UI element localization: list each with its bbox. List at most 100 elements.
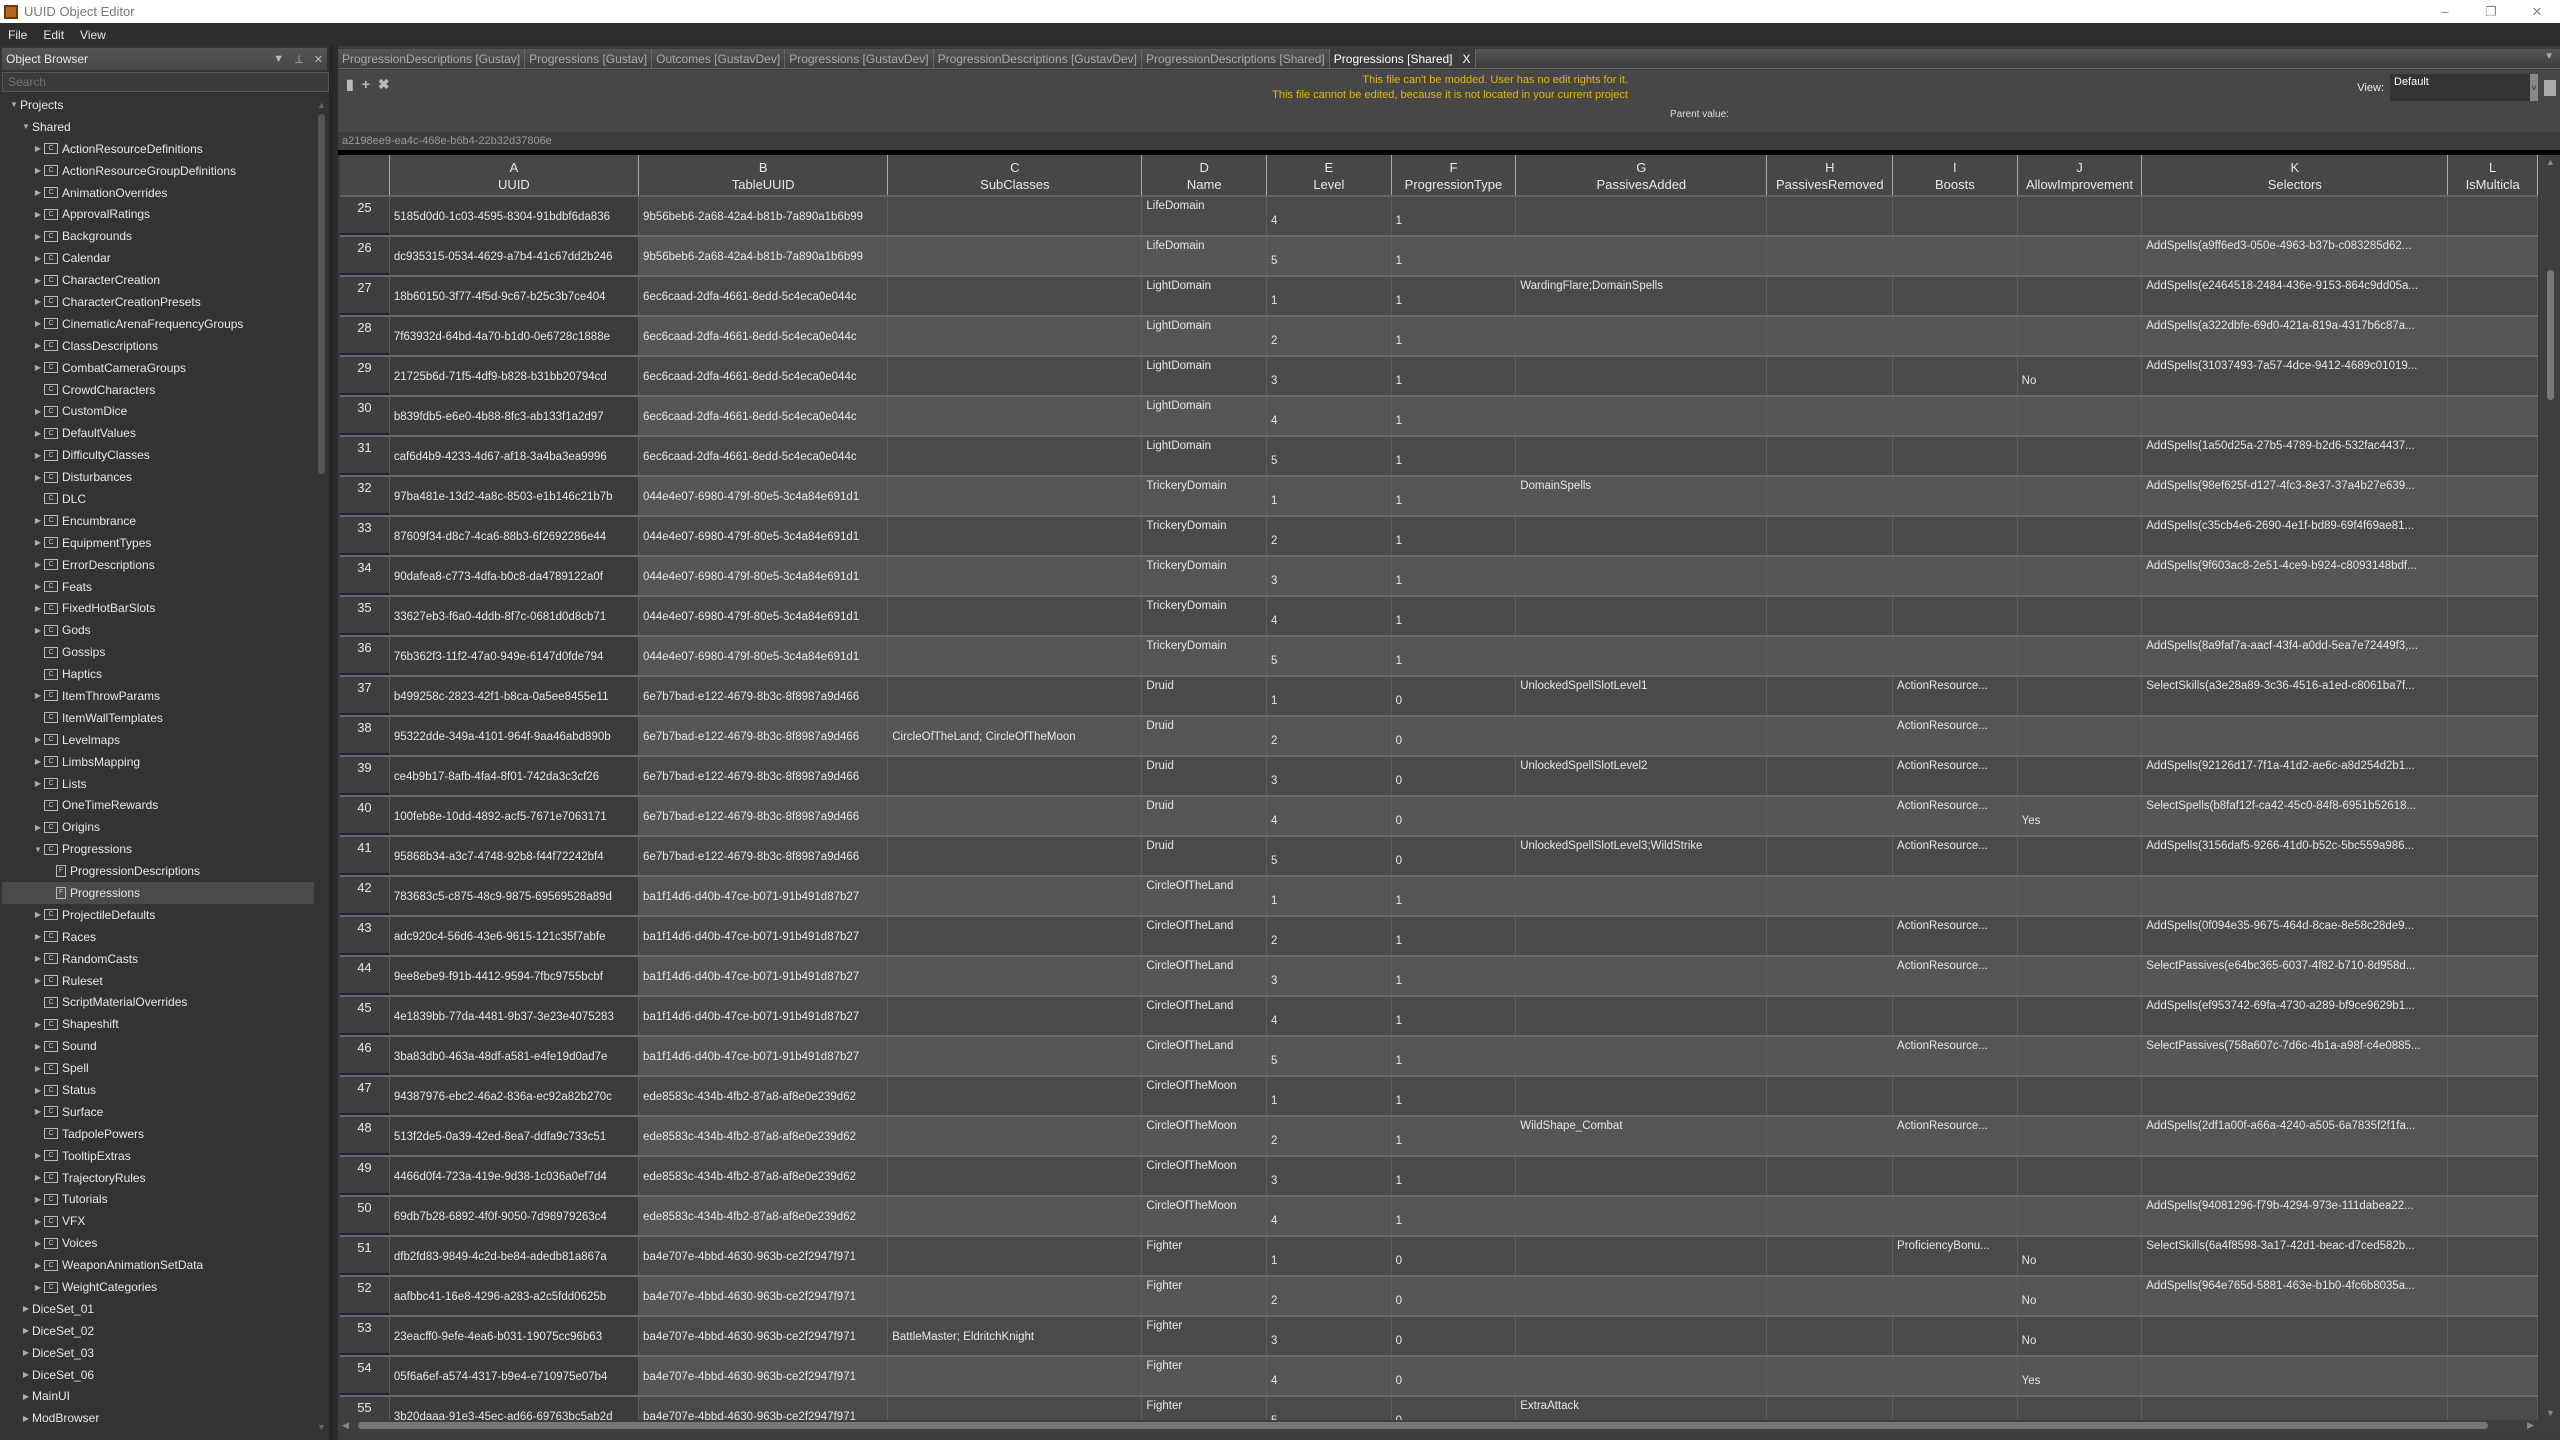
cell-passivesremoved[interactable] (1767, 557, 1894, 595)
cell-tableuuid[interactable]: ede8583c-434b-4fb2-87a8-af8e0e239d62 (639, 1197, 889, 1235)
cell-progressiontype[interactable]: 0 (1392, 757, 1517, 795)
cell-passivesremoved[interactable] (1767, 1317, 1894, 1355)
cell-tableuuid[interactable]: ba1f14d6-d40b-47ce-b071-91b491d87b27 (639, 1037, 889, 1075)
cell-passivesremoved[interactable] (1767, 637, 1894, 675)
pin-icon[interactable]: ⊥ (294, 53, 304, 66)
collapsed-arrow-icon[interactable]: ▶ (34, 472, 42, 482)
tree-item[interactable]: ▶ C Surface (2, 1101, 314, 1123)
cell-boosts[interactable]: ActionResource... (1893, 837, 2018, 875)
cell-name[interactable]: CircleOfTheLand (1142, 917, 1268, 955)
column-header-A[interactable]: A UUID (390, 155, 640, 195)
tree-item[interactable]: C TadpolePowers (2, 1123, 314, 1145)
row-number[interactable]: 51 (340, 1237, 390, 1275)
expanded-arrow-icon[interactable]: ▼ (34, 844, 42, 854)
tree-item[interactable]: ▶ C Tutorials (2, 1189, 314, 1211)
tree-item[interactable]: ▶ C Backgrounds (2, 225, 314, 247)
vertical-scrollbar[interactable]: ▲ ▼ (2540, 155, 2560, 1420)
cell-progressiontype[interactable]: 0 (1392, 1357, 1517, 1395)
cell-ismulticla[interactable] (2448, 397, 2538, 435)
tree-item[interactable]: ▶ C VFX (2, 1210, 314, 1232)
collapsed-arrow-icon[interactable]: ▶ (34, 1085, 42, 1095)
cell-allowimprovement[interactable] (2018, 677, 2143, 715)
table-row[interactable]: 32 97ba481e-13d2-4a8c-8503-e1b146c21b7b 04… (340, 477, 2538, 517)
cell-passivesadded[interactable] (1516, 1157, 1768, 1195)
cell-selectors[interactable]: AddSpells(9f603ac8-2e51-4ce9-b924-c80931… (2142, 557, 2449, 595)
cell-boosts[interactable] (1893, 477, 2018, 515)
cell-level[interactable]: 2 (1267, 917, 1392, 955)
table-row[interactable]: 41 95868b34-a3c7-4748-92b8-f44f72242bf4 6e… (340, 837, 2538, 877)
cell-passivesremoved[interactable] (1767, 317, 1894, 355)
cell-allowimprovement[interactable] (2018, 1117, 2143, 1155)
cell-progressiontype[interactable]: 1 (1392, 917, 1517, 955)
cell-level[interactable]: 5 (1267, 1037, 1392, 1075)
cell-allowimprovement[interactable] (2018, 1397, 2143, 1420)
cell-ismulticla[interactable] (2448, 1277, 2538, 1315)
cell-tableuuid[interactable]: ba4e707e-4bbd-4630-963b-ce2f2947f971 (639, 1317, 889, 1355)
cell-uuid[interactable]: adc920c4-56d6-43e6-9615-121c35f7abfe (389, 917, 640, 955)
cell-passivesadded[interactable] (1516, 517, 1768, 555)
cell-subclasses[interactable] (888, 237, 1143, 275)
collapsed-arrow-icon[interactable]: ▶ (34, 560, 42, 570)
cell-name[interactable]: CircleOfTheMoon (1142, 1197, 1268, 1235)
tree-item[interactable]: ▶ DiceSet_02 (2, 1320, 314, 1342)
cell-tableuuid[interactable]: 044e4e07-6980-479f-80e5-3c4a84e691d1 (639, 597, 889, 635)
collapsed-arrow-icon[interactable]: ▶ (22, 1413, 30, 1423)
cell-passivesadded[interactable] (1516, 1077, 1768, 1115)
cell-passivesadded[interactable] (1516, 197, 1768, 235)
cell-tableuuid[interactable]: 9b56beb6-2a68-42a4-b81b-7a890a1b6b99 (639, 237, 889, 275)
cell-selectors[interactable]: SelectSpells(b8faf12f-ca42-45c0-84f8-695… (2142, 797, 2449, 835)
cell-subclasses[interactable] (888, 437, 1143, 475)
cell-selectors[interactable] (2142, 1357, 2449, 1395)
cell-ismulticla[interactable] (2448, 717, 2538, 755)
cell-uuid[interactable]: 3b20daaa-91e3-45ec-ad66-69763bc5ab2d (389, 1397, 640, 1420)
cell-tableuuid[interactable]: 6e7b7bad-e122-4679-8b3c-8f8987a9d466 (639, 757, 889, 795)
collapsed-arrow-icon[interactable]: ▶ (34, 1019, 42, 1029)
cell-subclasses[interactable] (888, 277, 1143, 315)
tree-item[interactable]: ▶ C TooltipExtras (2, 1145, 314, 1167)
cell-uuid[interactable]: b839fdb5-e6e0-4b88-8fc3-ab133f1a2d97 (389, 397, 640, 435)
table-row[interactable]: 51 dfb2fd83-9849-4c2d-be84-adedb81a867a ba… (340, 1237, 2538, 1277)
cell-passivesremoved[interactable] (1767, 757, 1894, 795)
cell-uuid[interactable]: 23eacff0-9efe-4ea6-b031-19075cc96b63 (389, 1317, 640, 1355)
menu-file[interactable]: File (8, 27, 28, 42)
cell-passivesremoved[interactable] (1767, 357, 1894, 395)
cell-level[interactable]: 4 (1267, 1357, 1392, 1395)
table-row[interactable]: 42 783683c5-c875-48c9-9875-69569528a89d ba… (340, 877, 2538, 917)
cell-subclasses[interactable] (888, 1237, 1143, 1275)
scrollbar-thumb[interactable] (2547, 270, 2554, 400)
tree-item[interactable]: ▶ C Origins (2, 816, 314, 838)
column-header-D[interactable]: D Name (1142, 155, 1268, 195)
row-number[interactable]: 37 (340, 677, 390, 715)
tree-item[interactable]: C CrowdCharacters (2, 379, 314, 401)
cell-level[interactable]: 3 (1267, 1317, 1392, 1355)
tree-item[interactable]: ▶ C ProjectileDefaults (2, 904, 314, 926)
table-row[interactable]: 35 33627eb3-f6a0-4ddb-8f7c-0681d0d8cb71 04… (340, 597, 2538, 637)
tree-item[interactable]: ▶ C ErrorDescriptions (2, 554, 314, 576)
cell-selectors[interactable] (2142, 1397, 2449, 1420)
cell-uuid[interactable]: 4466d0f4-723a-419e-9d38-1c036a0ef7d4 (389, 1157, 640, 1195)
table-row[interactable]: 46 3ba83db0-463a-48df-a581-e4fe19d0ad7e ba… (340, 1037, 2538, 1077)
cell-subclasses[interactable] (888, 1357, 1143, 1395)
tab-4[interactable]: ProgressionDescriptions [GustavDev] (934, 49, 1142, 68)
table-row[interactable]: 37 b499258c-2823-42f1-b8ca-0a5ee8455e11 6e… (340, 677, 2538, 717)
cell-passivesadded[interactable] (1516, 877, 1768, 915)
cell-selectors[interactable]: AddSpells(0f094e35-9675-464d-8cae-8e58c2… (2142, 917, 2449, 955)
cell-allowimprovement[interactable] (2018, 237, 2143, 275)
tree-item[interactable]: ▶ C ActionResourceGroupDefinitions (2, 160, 314, 182)
cell-allowimprovement[interactable] (2018, 517, 2143, 555)
cell-selectors[interactable] (2142, 1157, 2449, 1195)
cell-passivesadded[interactable] (1516, 597, 1768, 635)
table-row[interactable]: 26 dc935315-0534-4629-a7b4-41c67dd2b246 9b… (340, 237, 2538, 277)
tree-item[interactable]: ▶ C Spell (2, 1057, 314, 1079)
collapsed-arrow-icon[interactable]: ▶ (34, 1107, 42, 1117)
collapsed-arrow-icon[interactable]: ▶ (34, 166, 42, 176)
cell-uuid[interactable]: 21725b6d-71f5-4df9-b828-b31bb20794cd (389, 357, 640, 395)
cell-uuid[interactable]: b499258c-2823-42f1-b8ca-0a5ee8455e11 (389, 677, 640, 715)
row-number[interactable]: 41 (340, 837, 390, 875)
cell-allowimprovement[interactable] (2018, 837, 2143, 875)
cell-progressiontype[interactable]: 1 (1392, 877, 1517, 915)
cell-uuid[interactable]: 7f63932d-64bd-4a70-b1d0-0e6728c1888e (389, 317, 640, 355)
cell-subclasses[interactable] (888, 1117, 1143, 1155)
collapsed-arrow-icon[interactable]: ▶ (34, 1041, 42, 1051)
cell-passivesremoved[interactable] (1767, 277, 1894, 315)
